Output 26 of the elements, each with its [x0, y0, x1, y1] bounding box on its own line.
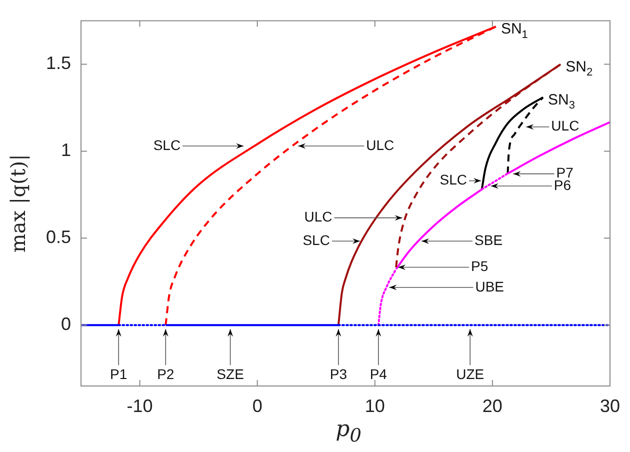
annotation: P1 [110, 366, 128, 382]
annotation: P2 [157, 366, 174, 382]
y-tick-label: 1.5 [46, 53, 71, 74]
annotation: P3 [330, 366, 348, 382]
annotation: SZE [216, 366, 244, 382]
x-tick-label: -10 [126, 396, 153, 416]
y-axis-title: max |q(t)| [6, 154, 30, 253]
annotation: ULC [551, 118, 580, 134]
x-tick-label: 10 [364, 396, 385, 416]
annotation: SLC [302, 232, 330, 248]
annotation: P5 [471, 258, 488, 274]
y-tick-label: 0.5 [46, 227, 71, 248]
y-tick-label: 0 [60, 314, 71, 334]
x-axis-title: p$_{0}$ [334, 417, 362, 448]
annotation: UZE [456, 366, 484, 382]
annotation: SLC [440, 172, 468, 188]
x-tick-label: 0 [252, 396, 262, 416]
x-tick-label: 30 [600, 396, 620, 416]
annotation: ULC [366, 136, 394, 153]
annotation: UBE [475, 278, 504, 294]
annotation: SLC [153, 136, 181, 153]
annotation: SBE [474, 232, 503, 248]
annotation: P4 [370, 366, 388, 382]
annotation: ULC [304, 208, 332, 225]
x-tick-label: 20 [482, 396, 502, 416]
y-tick-label: 1 [60, 140, 71, 160]
